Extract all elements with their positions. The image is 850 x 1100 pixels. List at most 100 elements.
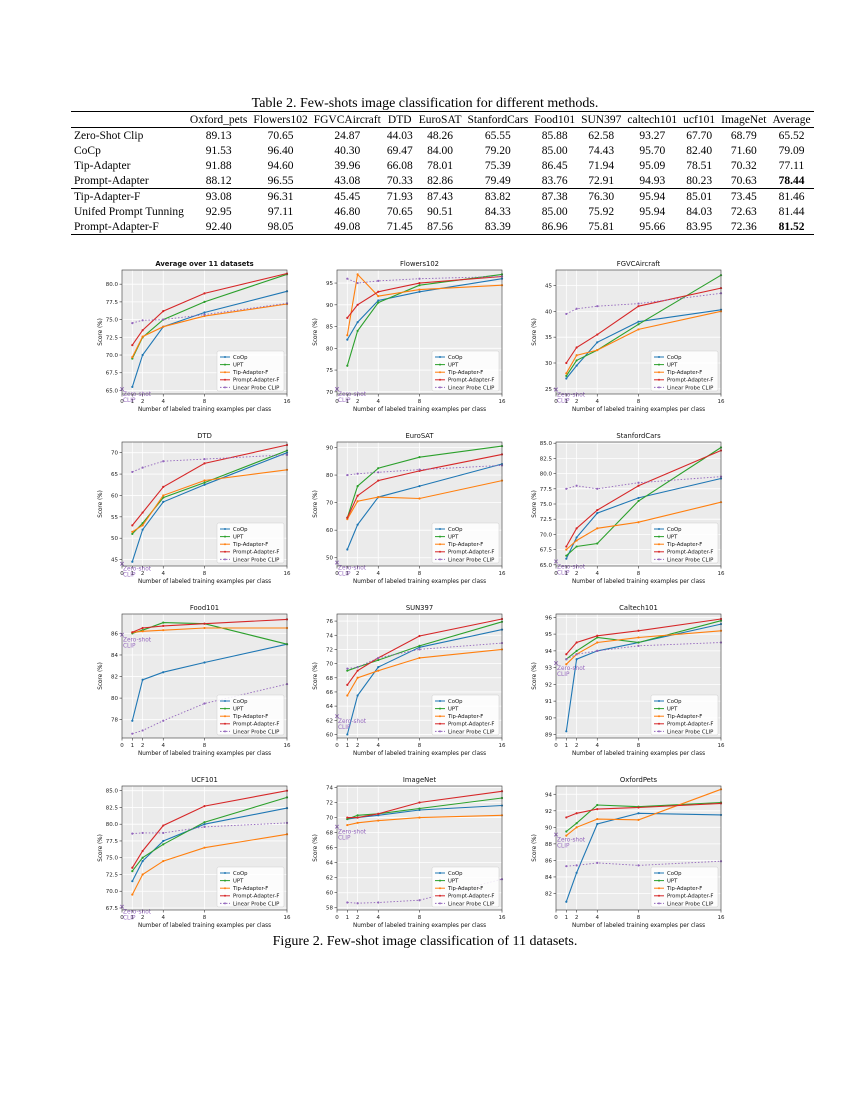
data-point — [418, 644, 421, 647]
zero-shot-label: Zero-shot CLIP — [123, 910, 152, 922]
data-point — [131, 532, 134, 536]
data-point — [377, 901, 380, 904]
y-tick-label: 93 — [545, 666, 552, 672]
legend-marker — [224, 558, 226, 561]
table-cell: 71.93 — [383, 188, 416, 204]
data-point — [162, 719, 165, 722]
data-point — [565, 377, 568, 380]
y-tick-label: 84 — [545, 875, 552, 881]
series-line — [566, 292, 722, 315]
legend-box — [650, 866, 719, 908]
legend-marker — [658, 902, 660, 905]
y-tick-label: 80 — [326, 346, 333, 352]
y-tick-label: 78 — [111, 718, 118, 724]
data-point — [596, 803, 599, 807]
legend-marker — [224, 700, 226, 702]
chart-panel: 0 1 2 4 8 16 65.0 67.5 70.0 72.5 75.0 77.5 80.0 Zero-… — [98, 260, 291, 413]
legend-marker — [658, 528, 660, 530]
table-cell: 95.66 — [624, 219, 681, 235]
x-tick-label: 1 — [565, 399, 569, 405]
legend-marker — [439, 887, 441, 890]
legend-marker — [658, 894, 660, 897]
data-point — [565, 487, 568, 490]
data-point — [418, 899, 421, 902]
table-cell: 24.87 — [334, 129, 361, 142]
x-tick-label: 2 — [141, 399, 145, 405]
data-point — [575, 871, 578, 874]
table-cell: 95.70 — [639, 144, 666, 157]
data-point — [131, 832, 134, 835]
data-point — [346, 334, 349, 337]
data-point — [418, 484, 421, 488]
x-tick-label: 0 — [335, 743, 339, 749]
y-tick-label: 90 — [545, 825, 552, 831]
y-axis-label: Score (%) — [98, 662, 104, 690]
legend-entry: Tip-Adapter-F — [232, 370, 268, 376]
table-cell: 85.00 — [541, 144, 568, 157]
y-tick-label: 70 — [326, 662, 333, 668]
x-tick-label: 8 — [418, 399, 422, 405]
data-point — [596, 348, 599, 352]
y-tick-label: 85.0 — [540, 441, 553, 447]
legend-marker — [439, 902, 441, 905]
data-point — [162, 831, 165, 835]
y-tick-label: 82 — [111, 675, 118, 681]
x-tick-label: 8 — [637, 743, 641, 749]
y-tick-label: 64 — [326, 704, 333, 710]
legend-entry: UPT — [233, 535, 244, 541]
x-axis-label: Number of labeled training examples per … — [138, 579, 271, 585]
legend-entry: Tip-Adapter-F — [447, 714, 483, 720]
legend-entry: Tip-Adapter-F — [232, 886, 268, 892]
table-cell: 72.63 — [730, 205, 757, 218]
data-point — [162, 859, 165, 863]
y-tick-label: 64 — [326, 861, 333, 867]
chart-panel: 0 1 2 4 8 16 50 60 70 80 90 Zero-shot CLIP EuroSAT Num… — [313, 432, 506, 585]
x-tick-label: 2 — [141, 743, 145, 749]
y-axis-label: Score (%) — [313, 834, 319, 862]
zero-shot-label: Zero-shot CLIP — [123, 638, 152, 650]
x-tick-label: 4 — [162, 743, 166, 749]
plot-frame — [555, 613, 722, 739]
chart-panel: 0 1 2 4 8 16 25 30 35 40 45 Zero-shot CLIP FGVCAircra… — [532, 260, 725, 413]
x-tick-label: 0 — [554, 399, 558, 405]
data-point — [637, 644, 640, 647]
data-point — [596, 333, 599, 336]
y-tick-label: 72.5 — [106, 872, 119, 878]
data-point — [162, 624, 165, 627]
legend-marker — [439, 386, 441, 389]
legend-entry: Linear Probe CLIP — [233, 729, 280, 735]
table-cell: 93.08 — [186, 188, 251, 204]
data-point — [141, 849, 144, 853]
chart-title: Caltech101 — [619, 604, 658, 612]
x-tick-label: 8 — [637, 571, 641, 577]
data-point — [131, 631, 134, 634]
legend-entry: UPT — [233, 363, 244, 369]
y-tick-label: 25 — [545, 387, 552, 393]
table-cell: 93.27 — [639, 129, 666, 142]
table-row: Unifed Prompt Tunning 92.95 97.11 46.80 70.6… — [71, 204, 814, 219]
table-row: CoCp 91.53 96.40 40.30 69.47 84.00 79.20 85.00 7… — [71, 143, 814, 158]
table-cell: 82.86 — [427, 174, 454, 187]
x-tick-label: 1 — [131, 915, 135, 921]
data-point — [637, 636, 640, 639]
legend-marker — [658, 722, 660, 725]
table-cell: 69.47 — [386, 144, 413, 157]
legend-entry: Tip-Adapter-F — [666, 370, 702, 376]
x-tick-label: 4 — [596, 743, 600, 749]
legend-marker — [224, 363, 226, 366]
x-tick-label: 1 — [346, 571, 350, 577]
data-point — [203, 622, 206, 625]
y-tick-label: 74 — [326, 633, 333, 639]
table-cell: 85.01 — [680, 188, 719, 204]
data-point — [141, 630, 144, 633]
column-header: DTD — [383, 111, 416, 128]
x-tick-label: 16 — [718, 743, 725, 749]
data-point — [575, 822, 578, 825]
table-row: Tip-Adapter 91.88 94.60 39.96 66.08 78.01 75.3… — [71, 158, 814, 173]
data-point — [418, 801, 421, 804]
legend-marker — [224, 356, 226, 358]
data-point — [141, 524, 144, 527]
y-tick-label: 85.0 — [106, 789, 119, 795]
table-cell: 84.00 — [427, 144, 454, 157]
chart-panel: 0 1 2 4 8 16 65.0 67.5 70.0 72.5 75.0 77.5 80.0 82.5 8… — [532, 432, 725, 585]
